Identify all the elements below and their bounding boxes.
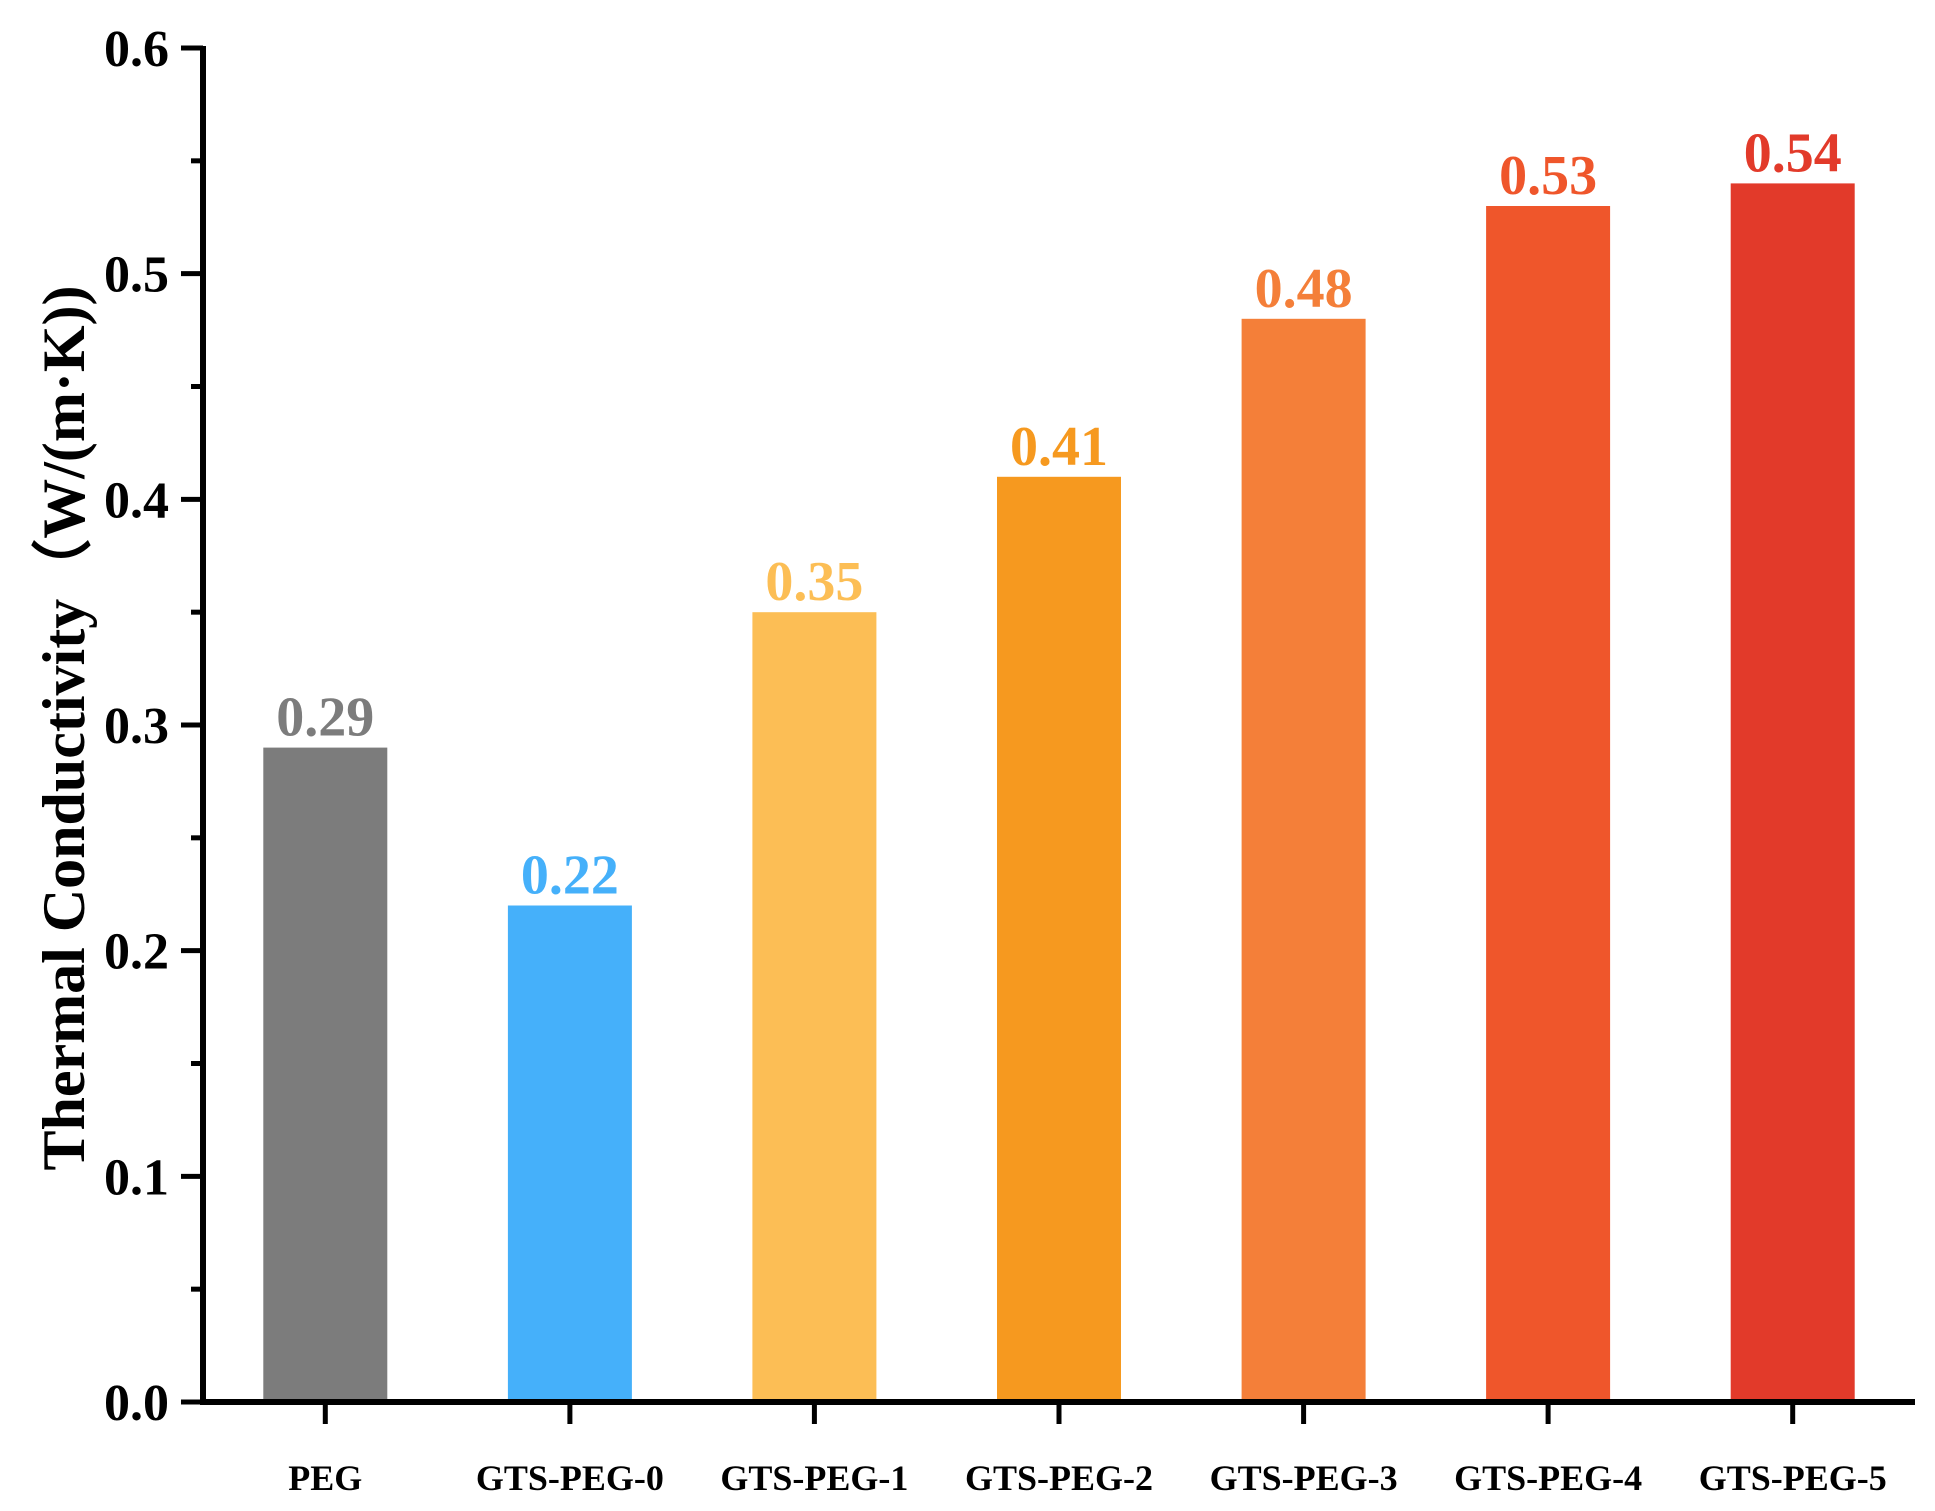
y-tick-label: 0.0 [104,1375,169,1432]
y-tick-label: 0.2 [104,924,169,981]
x-tick-label-gts-peg-3: GTS-PEG-3 [1210,1458,1398,1498]
value-label-gts-peg-3: 0.48 [1255,258,1353,320]
bar-gts-peg-5 [1730,183,1855,1402]
value-label-gts-peg-0: 0.22 [521,845,619,907]
bar-gts-peg-4 [1486,206,1611,1402]
bar-gts-peg-1 [752,612,877,1402]
x-tick-label-gts-peg-5: GTS-PEG-5 [1699,1458,1887,1498]
y-axis-title: Thermal Conductivity（W/(m·K)) [30,286,97,1171]
value-label-peg: 0.29 [276,687,374,749]
y-tick-label: 0.3 [104,698,169,755]
y-tick-label: 0.6 [104,21,169,78]
y-tick-label: 0.5 [104,247,169,304]
x-tick-label-gts-peg-2: GTS-PEG-2 [965,1458,1153,1498]
value-label-gts-peg-1: 0.35 [765,551,863,613]
bar-peg [263,747,388,1402]
bar-gts-peg-2 [997,476,1121,1402]
value-label-gts-peg-5: 0.54 [1744,122,1842,184]
value-label-gts-peg-2: 0.41 [1010,416,1108,478]
bars-layer: 0.29 0.22 0.35 0.41 0.48 0.53 0.54 [263,122,1855,1402]
y-tick-label: 0.1 [104,1149,169,1206]
x-tick-label-peg: PEG [288,1458,362,1498]
x-tick-label-gts-peg-1: GTS-PEG-1 [720,1458,908,1498]
value-label-gts-peg-4: 0.53 [1499,145,1597,207]
x-tick-label-gts-peg-0: GTS-PEG-0 [476,1458,664,1498]
axes-layer: PEG GTS-PEG-0 GTS-PEG-1 GTS-PEG-2 GTS-PEG-3 G… [104,21,1915,1498]
x-tick-label-gts-peg-4: GTS-PEG-4 [1454,1458,1642,1498]
y-tick-label: 0.4 [104,472,169,529]
bar-gts-peg-3 [1241,318,1366,1402]
bar-gts-peg-0 [507,905,632,1402]
